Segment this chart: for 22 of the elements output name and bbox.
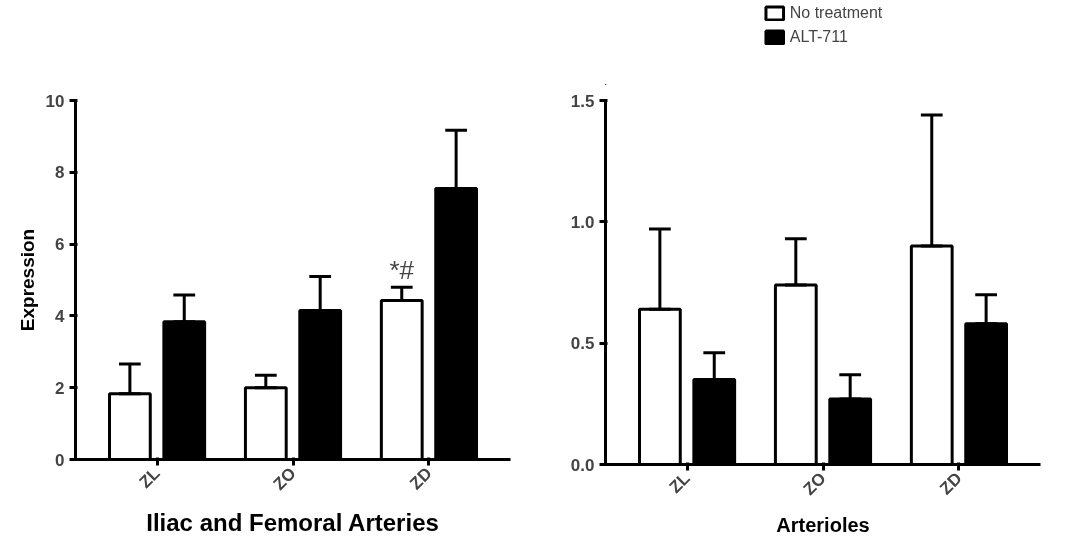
- y-tick-label: 1.5: [570, 91, 595, 111]
- x-axis-title: Iliac and Femoral Arteries: [146, 508, 439, 536]
- y-tick-label: 8: [55, 163, 65, 183]
- annotation: *#: [389, 255, 415, 286]
- y-tick-label: 0: [55, 450, 65, 470]
- y-tick-label: 2: [55, 378, 65, 398]
- x-tick-label: ZO: [799, 468, 830, 499]
- y-axis-title: Expression: [16, 228, 38, 332]
- x-tick-label: ZD: [406, 463, 436, 494]
- y-tick-label: 4: [55, 306, 66, 326]
- legend-label: No treatment: [789, 4, 883, 22]
- y-tick-label: 6: [55, 235, 65, 255]
- x-tick-label: ZL: [135, 463, 164, 492]
- x-tick-label: ZL: [665, 468, 694, 497]
- x-tick-label: ZD: [936, 468, 966, 499]
- y-tick-label: 1.0: [570, 212, 595, 232]
- y-tick-label: 0.0: [570, 455, 595, 475]
- y-tick-label: 10: [45, 91, 65, 111]
- legend-label: ALT-711: [789, 28, 848, 46]
- x-tick-label: ZO: [269, 463, 300, 494]
- y-tick-label: 0.5: [570, 334, 595, 354]
- x-axis-title: Arterioles: [776, 513, 870, 536]
